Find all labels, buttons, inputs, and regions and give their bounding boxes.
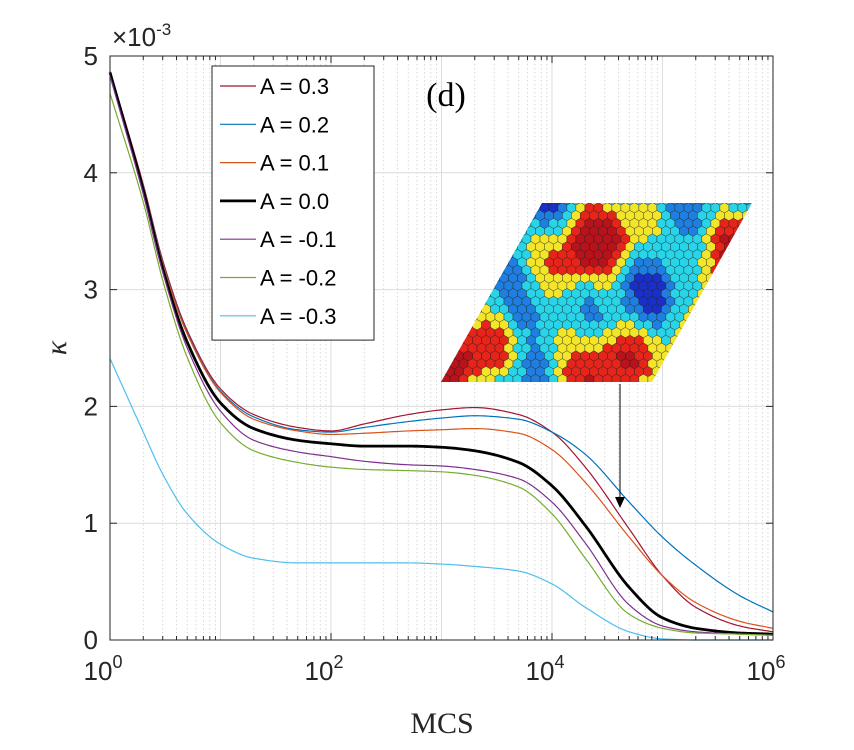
x-tick-base: 10 <box>526 656 555 686</box>
legend-box <box>211 65 375 341</box>
x-tick-base: 10 <box>305 656 334 686</box>
y-exponent-label: ×10-3 <box>112 20 171 52</box>
legend-entry: A = -0.2 <box>260 266 336 291</box>
annotation-arrow-head <box>615 497 625 508</box>
x-tick-label: 102 <box>305 652 344 686</box>
legend-entry: A = 0.1 <box>260 151 329 176</box>
y-tick-label: 3 <box>84 275 98 305</box>
y-tick-labels: 0 1 2 3 4 5 <box>84 41 98 655</box>
legend-entry: A = -0.1 <box>260 227 336 252</box>
legend-entry: A = 0.0 <box>260 189 329 214</box>
x-axis-title: MCS <box>410 707 473 740</box>
annotation-arrow <box>615 384 625 508</box>
x-tick-base: 10 <box>747 656 776 686</box>
legend-entry: A = 0.3 <box>260 74 329 99</box>
panel-label: (d) <box>426 77 466 114</box>
y-tick-label: 2 <box>84 391 98 421</box>
y-axis-title: κ <box>40 340 73 355</box>
y-tick-label: 1 <box>84 508 98 538</box>
x-tick-base: 10 <box>84 656 113 686</box>
x-tick-label: 100 <box>84 652 123 686</box>
y-tick-label: 4 <box>84 158 98 188</box>
x-tick-power: 0 <box>112 652 122 672</box>
legend-entry: A = -0.3 <box>260 304 336 329</box>
series-line <box>109 75 774 636</box>
series-line <box>108 71 774 636</box>
x-tick-labels: 100 102 104 106 <box>84 652 786 686</box>
y-tick-label: 5 <box>84 41 98 71</box>
tick-marks <box>109 55 774 641</box>
series-line <box>109 74 774 629</box>
x-tick-label: 106 <box>747 652 786 686</box>
x-tick-power: 6 <box>775 652 785 672</box>
y-tick-label: 0 <box>84 625 98 655</box>
legend-entry: A = 0.2 <box>260 112 329 137</box>
axes-frame <box>109 55 774 641</box>
x-tick-label: 104 <box>526 652 565 686</box>
x-tick-power: 2 <box>333 652 343 672</box>
legend: A = 0.3 A = 0.2 A = 0.1 A = 0.0 A = -0.1 A = … <box>211 65 375 341</box>
series-line <box>109 93 774 636</box>
x-tick-power: 4 <box>554 652 564 672</box>
series-line <box>109 71 774 633</box>
